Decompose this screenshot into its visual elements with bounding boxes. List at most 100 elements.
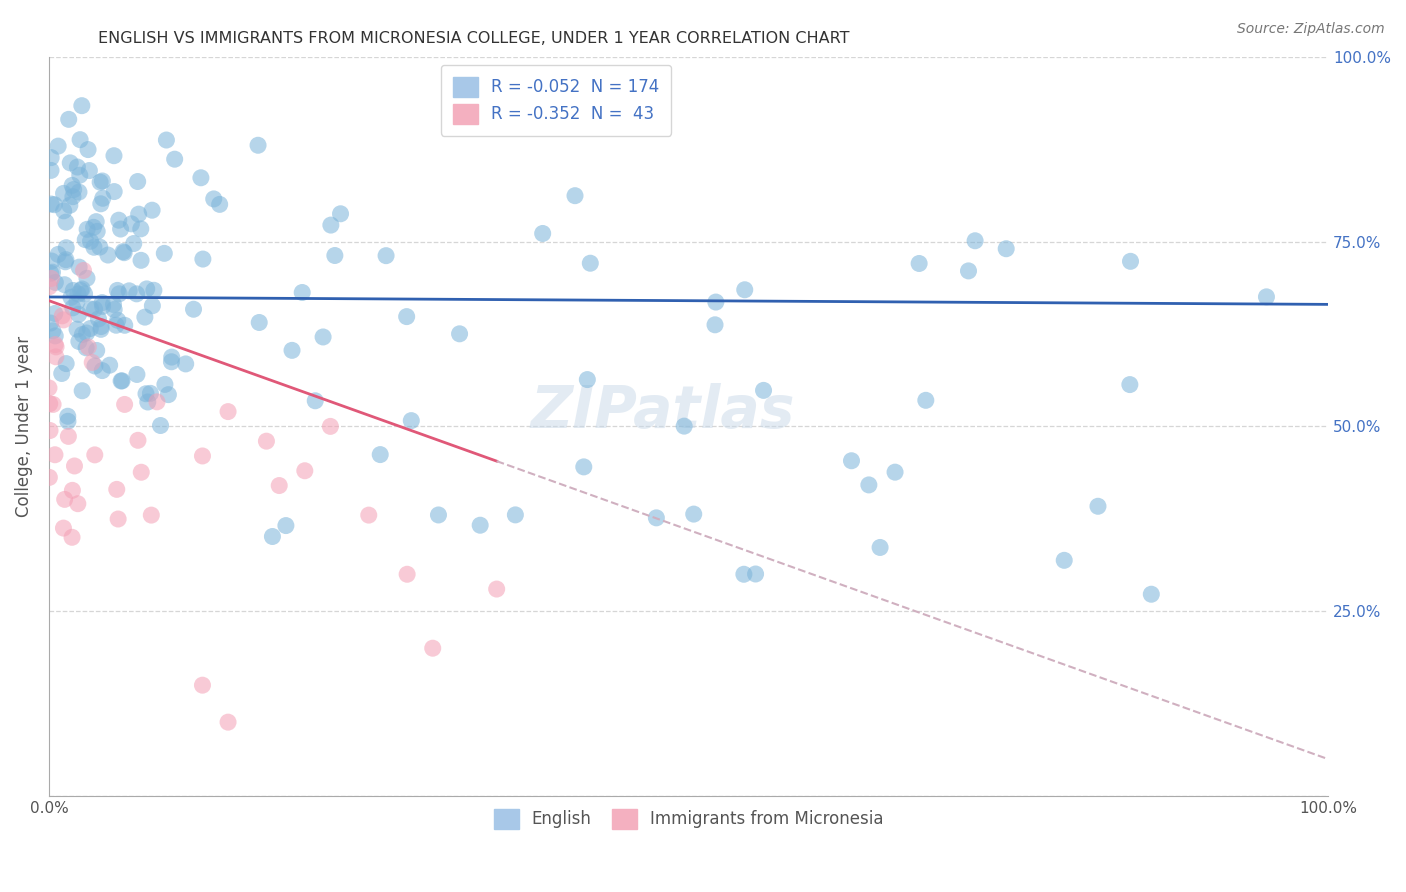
Point <box>55 252 77 267</box>
Point <box>120 217 142 231</box>
Point <box>505 508 527 522</box>
Point <box>191 252 214 266</box>
Point <box>38 470 60 484</box>
Point <box>59 156 82 170</box>
Legend: English, Immigrants from Micronesia: English, Immigrants from Micronesia <box>486 802 890 836</box>
Point <box>52 313 75 327</box>
Point <box>108 286 131 301</box>
Point <box>91 174 114 188</box>
Point <box>66 294 89 309</box>
Point <box>39 151 62 165</box>
Point <box>52 521 75 535</box>
Point <box>69 284 91 298</box>
Point <box>42 397 65 411</box>
Point <box>105 318 128 333</box>
Point <box>52 203 75 218</box>
Point <box>141 203 163 218</box>
Point <box>127 174 149 188</box>
Point <box>58 429 80 443</box>
Point <box>66 497 89 511</box>
Point <box>72 327 94 342</box>
Point <box>110 374 132 388</box>
Point <box>160 350 183 364</box>
Point <box>60 178 83 193</box>
Point <box>395 310 418 324</box>
Point <box>319 218 342 232</box>
Point <box>274 518 297 533</box>
Point <box>83 240 105 254</box>
Point <box>45 340 67 354</box>
Point <box>91 295 114 310</box>
Point <box>160 355 183 369</box>
Point <box>86 224 108 238</box>
Point <box>146 394 169 409</box>
Point <box>141 508 163 522</box>
Point <box>62 189 84 203</box>
Point <box>1119 377 1142 392</box>
Point <box>38 397 60 411</box>
Point <box>70 384 93 398</box>
Point <box>72 263 94 277</box>
Point <box>136 395 159 409</box>
Point <box>39 266 62 280</box>
Point <box>62 284 84 298</box>
Point <box>70 98 93 112</box>
Point <box>38 279 60 293</box>
Point <box>103 302 125 317</box>
Point <box>39 424 62 438</box>
Point <box>90 322 112 336</box>
Point <box>44 329 66 343</box>
Point <box>163 152 186 166</box>
Point <box>82 355 104 369</box>
Point <box>122 236 145 251</box>
Point <box>56 414 79 428</box>
Point <box>87 312 110 326</box>
Point <box>396 567 419 582</box>
Text: ENGLISH VS IMMIGRANTS FROM MICRONESIA COLLEGE, UNDER 1 YEAR CORRELATION CHART: ENGLISH VS IMMIGRANTS FROM MICRONESIA CO… <box>98 31 849 46</box>
Point <box>375 249 398 263</box>
Point <box>77 340 100 354</box>
Point <box>53 277 76 292</box>
Point <box>134 310 156 325</box>
Point <box>89 240 111 254</box>
Point <box>1053 553 1076 567</box>
Point <box>107 213 129 227</box>
Text: Source: ZipAtlas.com: Source: ZipAtlas.com <box>1237 22 1385 37</box>
Point <box>103 297 125 311</box>
Point <box>995 242 1018 256</box>
Point <box>118 284 141 298</box>
Point <box>107 512 129 526</box>
Point <box>76 326 98 340</box>
Point <box>53 254 76 268</box>
Point <box>319 419 342 434</box>
Point <box>80 301 103 316</box>
Point <box>908 256 931 270</box>
Point <box>41 265 63 279</box>
Point <box>77 143 100 157</box>
Point <box>449 326 471 341</box>
Point <box>110 222 132 236</box>
Point <box>79 235 101 249</box>
Point <box>91 191 114 205</box>
Y-axis label: College, Under 1 year: College, Under 1 year <box>15 335 32 517</box>
Point <box>262 529 284 543</box>
Point <box>55 241 77 255</box>
Point <box>98 358 121 372</box>
Point <box>103 149 125 163</box>
Point <box>135 386 157 401</box>
Point <box>191 678 214 692</box>
Point <box>60 530 83 544</box>
Point <box>39 316 62 330</box>
Point <box>202 192 225 206</box>
Point <box>304 393 326 408</box>
Point <box>401 414 423 428</box>
Point <box>869 541 891 555</box>
Point <box>294 464 316 478</box>
Point <box>67 334 90 349</box>
Point <box>112 244 135 259</box>
Point <box>957 264 980 278</box>
Point <box>75 233 97 247</box>
Point <box>965 234 987 248</box>
Point <box>153 246 176 260</box>
Point <box>79 163 101 178</box>
